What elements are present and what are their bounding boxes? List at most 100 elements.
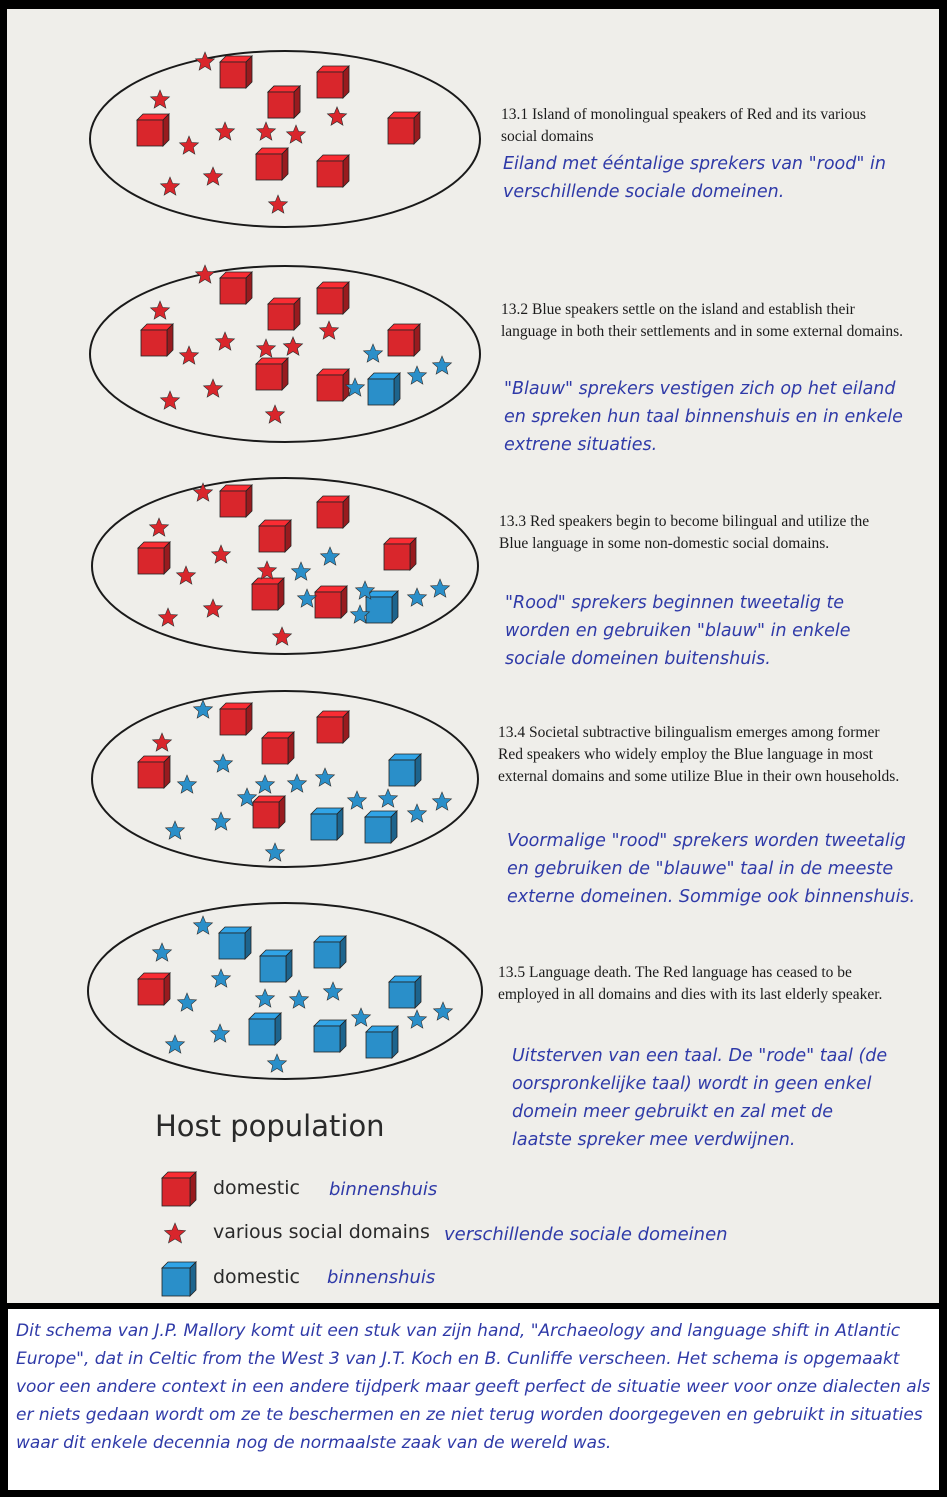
red-star-icon <box>256 560 278 580</box>
blue-cube-icon <box>365 1025 399 1059</box>
red-star-icon <box>194 264 216 284</box>
blue-cube-icon <box>367 372 401 406</box>
red-cube-icon <box>316 65 350 99</box>
red-star-icon <box>264 404 286 424</box>
blue-star-icon <box>322 981 344 1001</box>
island-outline <box>91 477 479 655</box>
red-star-icon <box>178 135 200 155</box>
red-cube-icon <box>261 731 295 765</box>
legend-title: Host population <box>155 1109 385 1143</box>
blue-star-icon <box>429 578 451 598</box>
blue-star-icon <box>314 767 336 787</box>
red-star-icon <box>282 336 304 356</box>
red-star-icon <box>285 124 307 144</box>
stage-5-translation: Uitsterven van een taal. De "rode" taal … <box>512 1046 888 1150</box>
figure-canvas <box>87 50 483 1297</box>
red-cube-icon <box>136 113 170 147</box>
red-cube-icon <box>219 55 253 89</box>
blue-cube-icon <box>313 935 347 969</box>
stage-3-caption: 13.3 Red speakers begin to become biling… <box>499 513 870 552</box>
blue-star-icon <box>151 942 173 962</box>
blue-star-icon <box>431 791 453 811</box>
red-cube-icon <box>219 271 253 305</box>
red-star-icon <box>326 106 348 126</box>
island-outline <box>89 265 481 443</box>
red-star-icon <box>210 544 232 564</box>
blue-cube-icon <box>388 975 422 1009</box>
legend-label-red-social: various social domains <box>213 1221 430 1243</box>
blue-star-icon <box>377 788 399 808</box>
red-cube-icon <box>316 710 350 744</box>
blue-star-icon <box>164 820 186 840</box>
island-stage-4 <box>91 690 479 868</box>
legend-label-red-domestic: domestic <box>213 1177 300 1199</box>
red-cube-icon <box>252 795 286 829</box>
red-cube-icon <box>137 755 171 789</box>
island-stage-2 <box>89 264 481 443</box>
blue-star-icon <box>176 774 198 794</box>
blue-star-icon <box>349 604 371 624</box>
red-cube-icon <box>383 537 417 571</box>
red-star-icon <box>202 598 224 618</box>
red-cube-icon <box>316 368 350 402</box>
red-cube-icon <box>219 702 253 736</box>
blue-star-icon <box>362 343 384 363</box>
blue-star-icon <box>212 753 234 773</box>
blue-star-icon <box>210 811 232 831</box>
stage-1-translation: Eiland met ééntalige sprekers van "rood"… <box>503 154 886 202</box>
blue-star-icon <box>406 1009 428 1029</box>
red-star-icon <box>178 345 200 365</box>
stage-3-translation: "Rood" sprekers beginnen tweetalig te wo… <box>505 593 851 669</box>
red-star-icon <box>149 89 171 109</box>
island-stage-5 <box>87 902 483 1080</box>
red-cube-icon <box>251 577 285 611</box>
red-star-icon <box>255 121 277 141</box>
island-outline <box>87 902 483 1080</box>
red-star-icon <box>271 626 293 646</box>
legend-translation-red-domestic: binnenshuis <box>329 1179 438 1200</box>
blue-star-icon <box>288 989 310 1009</box>
red-cube-icon <box>258 519 292 553</box>
blue-star-icon <box>406 365 428 385</box>
red-star-icon <box>267 194 289 214</box>
blue-star-icon <box>266 1053 288 1073</box>
island-stage-3 <box>91 477 479 655</box>
red-star-icon <box>214 331 236 351</box>
blue-star-icon <box>192 915 214 935</box>
blue-star-icon <box>406 587 428 607</box>
blue-star-icon <box>164 1034 186 1054</box>
stage-2-translation: "Blauw" sprekers vestigen zich op het ei… <box>504 379 903 455</box>
island-stage-1 <box>89 50 481 228</box>
red-cube-icon <box>140 323 174 357</box>
blue-star-icon <box>209 1023 231 1043</box>
blue-star-icon <box>354 580 376 600</box>
blue-star-icon <box>286 773 308 793</box>
legend-blue-cube-icon <box>161 1261 197 1297</box>
red-star-icon <box>255 338 277 358</box>
red-star-icon <box>159 390 181 410</box>
legend-red-cube-icon <box>161 1171 197 1207</box>
red-cube-icon <box>219 484 253 518</box>
blue-star-icon <box>290 561 312 581</box>
red-star-icon <box>214 121 236 141</box>
blue-star-icon <box>350 1007 372 1027</box>
blue-star-icon <box>344 377 366 397</box>
legend-translation-blue-domestic: binnenshuis <box>327 1267 436 1288</box>
red-star-icon <box>148 517 170 537</box>
blue-star-icon <box>431 355 453 375</box>
blue-cube-icon <box>313 1019 347 1053</box>
red-star-icon <box>151 732 173 752</box>
stage-4-caption: 13.4 Societal subtractive bilingualism e… <box>498 724 900 785</box>
blue-star-icon <box>264 842 286 862</box>
red-cube-icon <box>316 495 350 529</box>
red-cube-icon <box>314 585 348 619</box>
blue-cube-icon <box>310 807 344 841</box>
red-star-icon <box>192 482 214 502</box>
blue-star-icon <box>192 699 214 719</box>
explanatory-note: Dit schema van J.P. Mallory komt uit een… <box>8 1309 939 1490</box>
legend-label-blue-domestic: domestic <box>213 1266 300 1288</box>
blue-star-icon <box>319 546 341 566</box>
red-cube-icon <box>137 972 171 1006</box>
legend-translation-red-social: verschillende sociale domeinen <box>444 1224 728 1245</box>
stage-1-caption: 13.1 Island of monolingual speakers of R… <box>501 106 867 145</box>
